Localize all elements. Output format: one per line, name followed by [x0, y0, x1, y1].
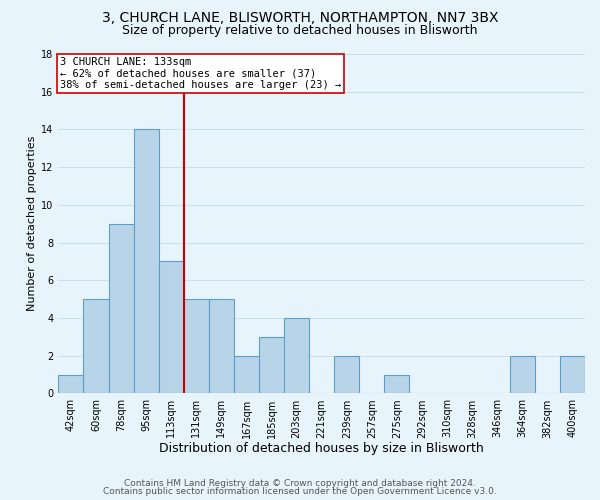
Bar	[159, 262, 184, 394]
Text: Contains public sector information licensed under the Open Government Licence v3: Contains public sector information licen…	[103, 487, 497, 496]
Bar	[385, 374, 409, 394]
Text: Size of property relative to detached houses in Blisworth: Size of property relative to detached ho…	[122, 24, 478, 37]
Bar	[184, 299, 209, 394]
Bar	[83, 299, 109, 394]
Bar	[109, 224, 134, 394]
Bar	[209, 299, 234, 394]
X-axis label: Distribution of detached houses by size in Blisworth: Distribution of detached houses by size …	[160, 442, 484, 455]
Bar	[259, 337, 284, 394]
Y-axis label: Number of detached properties: Number of detached properties	[27, 136, 37, 312]
Text: Contains HM Land Registry data © Crown copyright and database right 2024.: Contains HM Land Registry data © Crown c…	[124, 478, 476, 488]
Bar	[334, 356, 359, 394]
Bar	[510, 356, 535, 394]
Bar	[58, 374, 83, 394]
Bar	[284, 318, 309, 394]
Text: 3 CHURCH LANE: 133sqm
← 62% of detached houses are smaller (37)
38% of semi-deta: 3 CHURCH LANE: 133sqm ← 62% of detached …	[59, 57, 341, 90]
Bar	[560, 356, 585, 394]
Bar	[234, 356, 259, 394]
Text: 3, CHURCH LANE, BLISWORTH, NORTHAMPTON, NN7 3BX: 3, CHURCH LANE, BLISWORTH, NORTHAMPTON, …	[102, 11, 498, 25]
Bar	[134, 130, 159, 394]
